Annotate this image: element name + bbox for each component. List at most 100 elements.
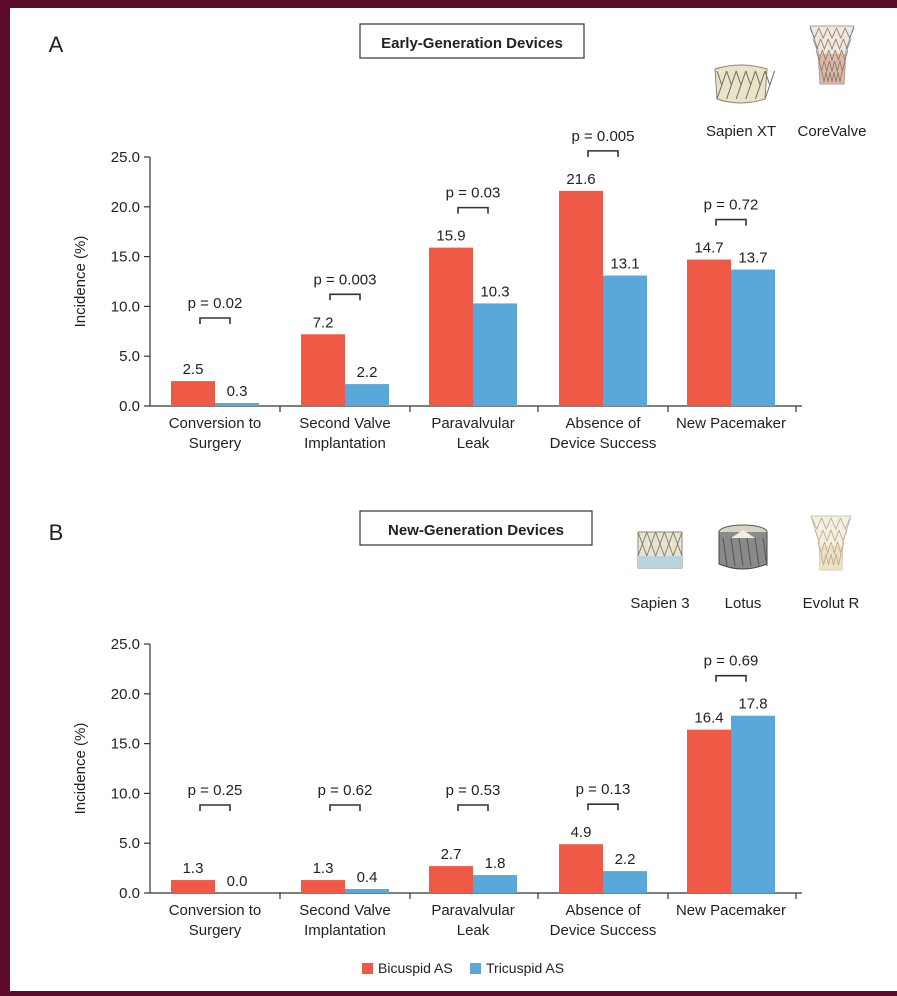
data-label: 2.2 <box>357 364 378 381</box>
p-value-bracket <box>715 674 747 682</box>
valve-strut <box>820 553 827 566</box>
valve-strut <box>841 49 849 62</box>
valve-strut <box>838 529 848 543</box>
y-axis-label: Incidence (%) <box>72 723 89 815</box>
x-tick-label: Conversion to <box>169 902 262 919</box>
bar-bicuspid <box>171 880 215 893</box>
sapien-xt-valve-icon <box>714 64 776 104</box>
valve-strut <box>716 70 728 100</box>
valve-strut <box>827 38 837 51</box>
bar-tricuspid <box>731 269 775 406</box>
valve-braid <box>722 537 728 567</box>
valve-strut <box>835 38 844 51</box>
p-value-label: p = 0.72 <box>704 197 759 214</box>
bar-tricuspid <box>731 715 775 893</box>
y-tick-label: 5.0 <box>119 348 140 365</box>
valve-strut <box>822 529 832 543</box>
valve-strut <box>821 517 832 531</box>
data-label: 1.8 <box>485 855 506 872</box>
y-tick-label: 5.0 <box>119 835 140 852</box>
valve-strut <box>839 60 846 73</box>
bar-tricuspid <box>603 275 647 406</box>
x-tick-label: Device Success <box>550 922 657 939</box>
evolut-r-valve-icon <box>810 515 852 571</box>
valve-strut <box>822 49 830 62</box>
lotus-valve-icon <box>718 524 768 570</box>
legend-label: Bicuspid AS <box>378 960 453 976</box>
valve-strut <box>815 49 823 62</box>
bar-tricuspid <box>473 875 517 893</box>
data-label: 15.9 <box>436 228 465 245</box>
valve-strut <box>754 70 766 100</box>
chart-title-box <box>359 23 585 59</box>
x-tick-label: Absence of <box>565 415 641 432</box>
valve-strut <box>843 38 852 51</box>
valve-strut <box>814 529 824 543</box>
y-tick-label: 0.0 <box>119 885 140 902</box>
bar-tricuspid <box>215 403 259 406</box>
valve-skirt <box>638 556 682 568</box>
sapien-3-valve-icon <box>637 531 683 569</box>
device-label: Sapien XT <box>706 123 776 140</box>
y-tick-label: 20.0 <box>111 199 140 216</box>
valve-strut <box>764 70 776 100</box>
data-label: 7.2 <box>313 314 334 331</box>
data-label: 1.3 <box>313 860 334 877</box>
valve-leaflet <box>731 530 755 538</box>
valve-strut <box>655 531 665 557</box>
x-tick-label: Conversion to <box>169 415 262 432</box>
p-value-bracket <box>329 804 361 811</box>
p-value-label: p = 0.03 <box>446 185 501 202</box>
y-axis-label: Incidence (%) <box>72 236 89 328</box>
x-tick-label: Device Success <box>550 435 657 452</box>
y-tick-label: 10.0 <box>111 785 140 802</box>
valve-strut <box>829 60 835 73</box>
bar-bicuspid <box>301 880 345 893</box>
valve-braid <box>730 537 736 567</box>
chart-title: New-Generation Devices <box>388 522 564 539</box>
data-label: 2.2 <box>615 851 636 868</box>
valve-braid <box>746 537 752 567</box>
valve-strut <box>818 27 828 39</box>
bar-bicuspid <box>429 866 473 893</box>
valve-strut <box>834 60 841 73</box>
p-value-label: p = 0.003 <box>314 271 377 288</box>
valve-strut <box>844 27 855 39</box>
y-tick-label: 25.0 <box>111 149 140 166</box>
device-label: CoreValve <box>798 123 867 140</box>
valve-strut <box>646 531 657 557</box>
y-tick-label: 10.0 <box>111 298 140 315</box>
y-tick-label: 25.0 <box>111 636 140 653</box>
data-label: 2.7 <box>441 846 462 863</box>
valve-strut <box>836 27 846 39</box>
valve-strut <box>812 38 821 51</box>
p-value-bracket <box>457 206 489 214</box>
p-value-bracket <box>199 804 231 811</box>
valve-strut <box>837 541 845 555</box>
y-tick-label: 15.0 <box>111 249 140 266</box>
valve-strut <box>837 71 843 83</box>
device-label: Evolut R <box>803 595 860 612</box>
x-tick-label: Leak <box>457 922 490 939</box>
bar-bicuspid <box>171 381 215 406</box>
p-value-label: p = 0.02 <box>188 295 243 312</box>
valve-strut <box>809 27 820 39</box>
p-value-bracket <box>457 804 489 811</box>
bar-bicuspid <box>429 247 473 406</box>
data-label: 14.7 <box>694 240 723 257</box>
data-label: 0.0 <box>227 873 248 890</box>
valve-strut <box>835 553 842 566</box>
panel-label: A <box>49 32 64 57</box>
valve-strut <box>663 531 674 557</box>
data-label: 16.4 <box>694 710 723 727</box>
x-tick-label: Paravalvular <box>431 902 514 919</box>
valve-strut <box>821 71 827 83</box>
p-value-bracket <box>715 218 747 226</box>
x-tick-label: Leak <box>457 435 490 452</box>
corevalve-icon <box>809 25 855 85</box>
data-label: 13.1 <box>610 256 639 273</box>
figure-svg: A Early-Generation Devices Sapien XT CoreVa… <box>49 23 867 976</box>
valve-braid <box>762 537 768 567</box>
panel-label: B <box>49 520 64 545</box>
valve-strut <box>829 71 835 83</box>
